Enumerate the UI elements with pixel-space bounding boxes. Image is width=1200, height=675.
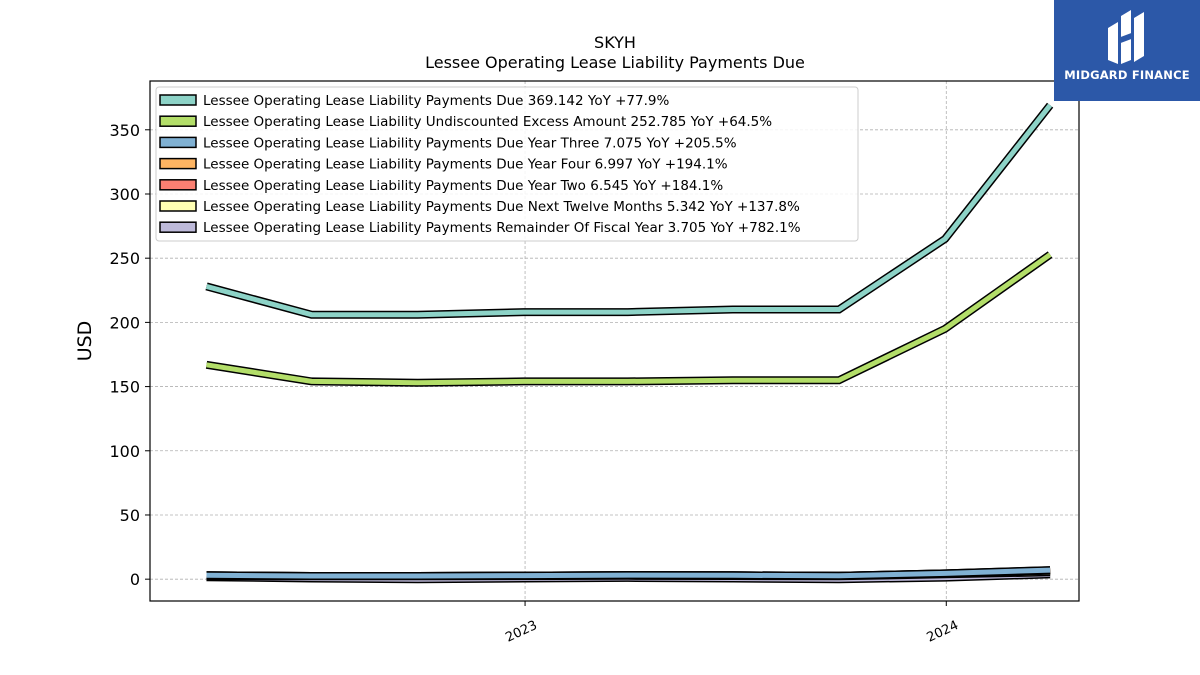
legend-swatch — [159, 115, 197, 127]
legend-entry: Lessee Operating Lease Liability Payment… — [203, 220, 801, 236]
y-tick-label: 100 — [109, 442, 140, 461]
legend-entry: Lessee Operating Lease Liability Payment… — [203, 157, 728, 173]
midgard-finance-logo-icon — [1108, 10, 1144, 64]
legend-entry: Lessee Operating Lease Liability Undisco… — [203, 114, 772, 130]
legend-swatch — [159, 136, 197, 149]
legend-box — [155, 86, 859, 242]
y-axis-ticks: 0 50 100 150 200 250 300 350 — [109, 121, 150, 589]
y-tick-label: 350 — [109, 121, 140, 140]
series-lines — [205, 102, 1054, 584]
y-tick-label: 0 — [130, 570, 140, 589]
legend-entry: Lessee Operating Lease Liability Payment… — [203, 178, 723, 194]
plot-frame — [149, 80, 1080, 602]
legend-swatch — [159, 157, 197, 170]
y-tick-label: 300 — [109, 185, 140, 204]
watermark-logo: MIDGARD FINANCE — [1054, 0, 1200, 101]
watermark-brand-text: MIDGARD FINANCE — [1064, 68, 1190, 82]
legend-swatch — [159, 94, 197, 106]
legend-swatch — [159, 221, 197, 233]
legend-swatch — [159, 179, 197, 191]
chart-subtitle: Lessee Operating Lease Liability Payment… — [425, 53, 805, 72]
legend-swatch — [159, 200, 197, 212]
series-line — [205, 103, 1053, 318]
legend-entry: Lessee Operating Lease Liability Payment… — [203, 93, 669, 109]
x-tick-label: 2024 — [925, 618, 961, 646]
y-axis-label: USD — [74, 321, 96, 362]
legend-entry: Lessee Operating Lease Liability Payment… — [203, 135, 737, 151]
y-tick-label: 200 — [109, 313, 140, 332]
series-line — [206, 567, 1051, 579]
x-axis-ticks: 2023 2024 — [503, 601, 961, 646]
chart-title: SKYH — [594, 33, 636, 52]
y-tick-label: 150 — [109, 378, 140, 397]
y-tick-label: 50 — [120, 506, 140, 525]
legend: Lessee Operating Lease Liability Payment… — [155, 86, 859, 242]
legend-entry: Lessee Operating Lease Liability Payment… — [203, 199, 800, 215]
y-tick-label: 250 — [109, 249, 140, 268]
x-tick-label: 2023 — [503, 618, 539, 646]
series-line — [206, 252, 1052, 386]
